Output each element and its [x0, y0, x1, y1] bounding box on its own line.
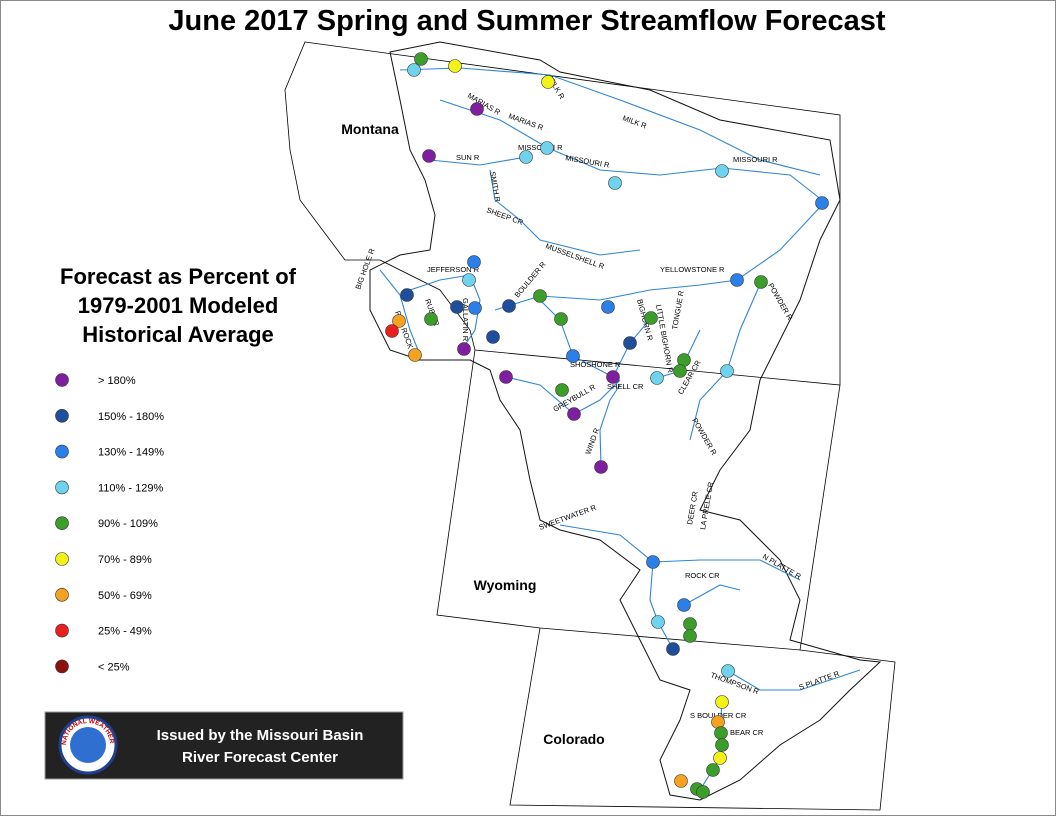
title: June 2017 Spring and Summer Streamflow F…: [168, 5, 886, 37]
forecast-point: [408, 348, 422, 362]
state-label: Wyoming: [474, 577, 537, 593]
forecast-point: [470, 102, 484, 116]
legend-label: 50% - 69%: [98, 590, 152, 602]
forecast-point: [601, 300, 615, 314]
forecast-point: [467, 255, 481, 269]
forecast-point: [606, 370, 620, 384]
forecast-point: [448, 59, 462, 73]
basin-outline: [369, 41, 882, 801]
river-label: BEAR CR: [730, 728, 764, 737]
legend-label: 130% - 149%: [98, 447, 164, 459]
river-label: JEFFERSON R: [427, 265, 480, 274]
forecast-point: [651, 615, 665, 629]
forecast-point: [502, 299, 516, 313]
legend-swatch: [55, 623, 69, 638]
forecast-point: [450, 300, 464, 314]
forecast-point: [519, 150, 533, 164]
forecast-point: [674, 774, 688, 788]
forecast-point: [540, 141, 554, 155]
river-label: SHELL CR: [607, 382, 644, 391]
legend-label: 25% - 49%: [98, 626, 152, 638]
legend-title: 1979-2001 Modeled: [78, 293, 279, 318]
legend-swatch: [55, 373, 69, 387]
forecast-point: [815, 196, 829, 210]
forecast-point: [673, 364, 687, 378]
issued-line: River Forecast Center: [182, 749, 338, 766]
river-label: SHOSHONE R: [570, 360, 621, 369]
legend-title: Forecast as Percent of: [60, 264, 297, 289]
state-boundaries: [284, 41, 896, 811]
legend-label: 90% - 109%: [98, 518, 158, 530]
forecast-point: [720, 364, 734, 378]
forecast-point: [555, 383, 569, 397]
forecast-point: [392, 314, 406, 328]
forecast-point: [422, 149, 436, 163]
legend-label: 110% - 129%: [98, 482, 163, 494]
forecast-point: [566, 349, 580, 363]
forecast-point: [414, 52, 428, 66]
river-label: SUN R: [456, 153, 480, 162]
forecast-point: [721, 664, 735, 678]
river-label: MISSOURI R: [733, 155, 778, 164]
forecast-point: [730, 273, 744, 287]
forecast-point: [468, 301, 482, 315]
legend-swatch: [55, 444, 69, 459]
state-label: Montana: [341, 121, 399, 137]
forecast-point: [407, 63, 421, 77]
legend-swatch: [55, 516, 69, 531]
forecast-point: [499, 370, 513, 384]
forecast-point: [650, 371, 664, 385]
forecast-point: [696, 785, 710, 799]
legend: Forecast as Percent of 1979-2001 Modeled H…: [55, 264, 297, 674]
forecast-point: [424, 312, 438, 326]
forecast-point: [683, 617, 697, 631]
legend-label: 150% - 180%: [98, 411, 164, 423]
legend-swatch: [55, 552, 69, 566]
forecast-point: [714, 726, 728, 740]
forecast-point: [457, 342, 471, 356]
forecast-point: [677, 598, 691, 612]
forecast-point: [715, 695, 729, 709]
issued-line: Issued by the Missouri Basin: [157, 727, 364, 744]
legend-swatch: [55, 408, 69, 423]
forecast-points: [385, 52, 829, 799]
forecast-point: [385, 324, 399, 338]
forecast-point: [567, 407, 581, 421]
nws-logo-inner: [70, 727, 106, 763]
forecast-point: [713, 751, 727, 765]
legend-title: Historical Average: [82, 322, 274, 347]
forecast-point: [644, 311, 658, 325]
forecast-point: [715, 738, 729, 752]
forecast-point: [715, 164, 729, 178]
forecast-point: [608, 176, 622, 190]
forecast-point: [554, 312, 568, 326]
river-label: YELLOWSTONE R: [660, 265, 725, 274]
state-label: Colorado: [543, 731, 604, 747]
legend-label: 70% - 89%: [98, 554, 152, 566]
river-label: ROCK CR: [685, 571, 720, 580]
forecast-point: [754, 275, 768, 289]
forecast-point: [706, 763, 720, 777]
forecast-point: [462, 273, 476, 287]
forecast-point: [486, 330, 500, 344]
forecast-point: [646, 555, 660, 569]
legend-swatch: [55, 480, 69, 495]
forecast-point: [541, 75, 555, 89]
forecast-point: [623, 336, 637, 350]
river-label: GALLATIN R: [461, 298, 470, 342]
forecast-point: [666, 642, 680, 656]
legend-swatch: [55, 587, 69, 602]
forecast-point: [533, 289, 547, 303]
legend-label: < 25%: [98, 661, 130, 673]
forecast-point: [683, 629, 697, 643]
legend-swatch: [55, 659, 69, 674]
forecast-point: [594, 460, 608, 474]
forecast-point: [400, 288, 414, 302]
legend-label: > 180%: [98, 375, 136, 387]
